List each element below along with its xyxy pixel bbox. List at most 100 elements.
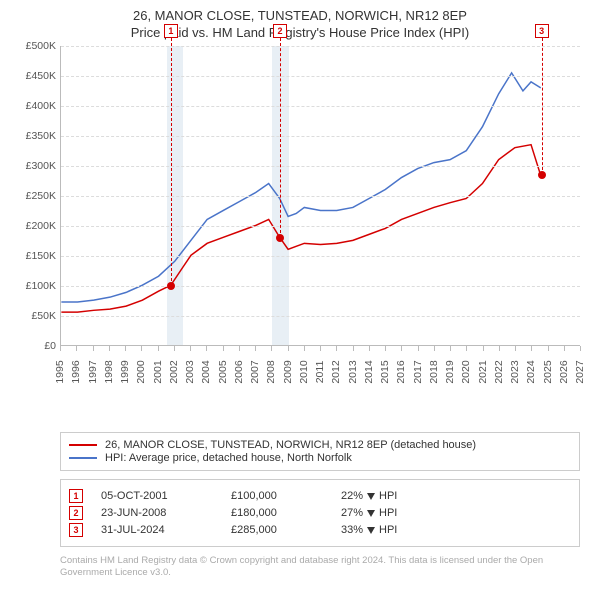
x-axis-tick-label: 1997 (87, 360, 99, 383)
arrow-down-icon (367, 527, 375, 534)
y-axis-tick-label: £500K (12, 40, 56, 52)
x-axis-tick (564, 346, 565, 351)
gridline (61, 166, 580, 167)
x-axis-tick-label: 2001 (152, 360, 164, 383)
event-marker: 3 (69, 523, 83, 537)
x-axis-tick-label: 2025 (542, 360, 554, 383)
event-date: 23-JUN-2008 (101, 507, 231, 519)
gridline (61, 76, 580, 77)
x-axis-tick-label: 2010 (298, 360, 310, 383)
event-price: £180,000 (231, 507, 341, 519)
gridline (61, 46, 580, 47)
x-axis-tick-label: 2014 (363, 360, 375, 383)
marker-dot (276, 234, 284, 242)
x-axis-tick (369, 346, 370, 351)
legend-label: HPI: Average price, detached house, Nort… (105, 452, 352, 464)
marker-line (280, 38, 281, 238)
x-axis-tick (190, 346, 191, 351)
y-axis-tick-label: £450K (12, 70, 56, 82)
x-axis-tick-label: 2020 (460, 360, 472, 383)
footnote: Contains HM Land Registry data © Crown c… (60, 555, 580, 580)
x-axis-tick-label: 2003 (184, 360, 196, 383)
chart-area: 123 £0£50K£100K£150K£200K£250K£300K£350K… (10, 46, 590, 386)
x-axis-tick (93, 346, 94, 351)
x-axis-tick (158, 346, 159, 351)
event-row: 331-JUL-2024£285,00033%HPI (69, 523, 571, 537)
x-axis-tick-label: 2005 (217, 360, 229, 383)
x-axis-tick-label: 2015 (379, 360, 391, 383)
x-axis-tick-label: 2016 (395, 360, 407, 383)
x-axis-tick-label: 2026 (558, 360, 570, 383)
event-delta-suffix: HPI (379, 507, 397, 519)
legend-swatch (69, 457, 97, 459)
event-row: 223-JUN-2008£180,00027%HPI (69, 506, 571, 520)
x-axis-tick (353, 346, 354, 351)
x-axis-tick (304, 346, 305, 351)
x-axis-tick-label: 2021 (477, 360, 489, 383)
x-axis-tick-label: 1999 (119, 360, 131, 383)
x-axis-tick (483, 346, 484, 351)
event-marker: 1 (69, 489, 83, 503)
y-axis-tick-label: £0 (12, 340, 56, 352)
event-row: 1 05-OCT-2001£100,00022% HPI (69, 489, 571, 503)
legend-row: 26, MANOR CLOSE, TUNSTEAD, NORWICH, NR12… (69, 439, 571, 451)
y-axis-tick-label: £350K (12, 130, 56, 142)
x-axis-tick-label: 2022 (493, 360, 505, 383)
event-delta-pct: 33% (341, 524, 363, 536)
event-delta: 27%HPI (341, 507, 397, 519)
y-axis-tick-label: £250K (12, 190, 56, 202)
x-axis-tick (466, 346, 467, 351)
marker-dot (167, 282, 175, 290)
series-hpi (61, 73, 540, 302)
x-axis-tick-label: 2004 (200, 360, 212, 383)
legend-label: 26, MANOR CLOSE, TUNSTEAD, NORWICH, NR12… (105, 439, 476, 451)
event-price: £100,000 (231, 490, 341, 502)
arrow-down-icon (367, 493, 375, 500)
plot-region: 123 (60, 46, 580, 346)
x-axis-tick (223, 346, 224, 351)
marker-box: 1 (164, 24, 178, 38)
x-axis-tick (174, 346, 175, 351)
event-delta-pct: 22% (341, 490, 363, 502)
y-axis-tick-label: £50K (12, 310, 56, 322)
y-axis-tick-label: £400K (12, 100, 56, 112)
x-axis-tick-label: 2000 (135, 360, 147, 383)
x-axis-tick (401, 346, 402, 351)
x-axis-tick-label: 1995 (54, 360, 66, 383)
marker-line (542, 38, 543, 175)
x-axis-tick (531, 346, 532, 351)
marker-box: 3 (535, 24, 549, 38)
x-axis-tick-label: 2013 (347, 360, 359, 383)
event-delta: 22% HPI (341, 490, 397, 502)
x-axis-tick (125, 346, 126, 351)
legend-row: HPI: Average price, detached house, Nort… (69, 452, 571, 464)
y-axis-tick-label: £150K (12, 250, 56, 262)
legend: 26, MANOR CLOSE, TUNSTEAD, NORWICH, NR12… (60, 432, 580, 471)
event-date: 31-JUL-2024 (101, 524, 231, 536)
x-axis-tick-label: 2002 (168, 360, 180, 383)
x-axis-tick (141, 346, 142, 351)
x-axis-tick-label: 1998 (103, 360, 115, 383)
x-axis-tick-label: 2024 (525, 360, 537, 383)
x-axis-tick (60, 346, 61, 351)
legend-swatch (69, 444, 97, 446)
x-axis-tick-label: 2009 (282, 360, 294, 383)
x-axis-tick-label: 2019 (444, 360, 456, 383)
gridline (61, 226, 580, 227)
x-axis-tick (418, 346, 419, 351)
gridline (61, 256, 580, 257)
x-axis-tick-label: 2011 (314, 361, 326, 384)
x-axis-tick-label: 1996 (70, 360, 82, 383)
marker-dot (538, 171, 546, 179)
x-axis-tick-label: 2018 (428, 360, 440, 383)
x-axis-tick (109, 346, 110, 351)
event-date: 05-OCT-2001 (101, 490, 231, 502)
title-address: 26, MANOR CLOSE, TUNSTEAD, NORWICH, NR12… (10, 8, 590, 23)
gridline (61, 196, 580, 197)
gridline (61, 136, 580, 137)
title-block: 26, MANOR CLOSE, TUNSTEAD, NORWICH, NR12… (10, 8, 590, 40)
event-delta-suffix: HPI (379, 490, 397, 502)
y-axis-tick-label: £100K (12, 280, 56, 292)
marker-box: 2 (273, 24, 287, 38)
gridline (61, 106, 580, 107)
